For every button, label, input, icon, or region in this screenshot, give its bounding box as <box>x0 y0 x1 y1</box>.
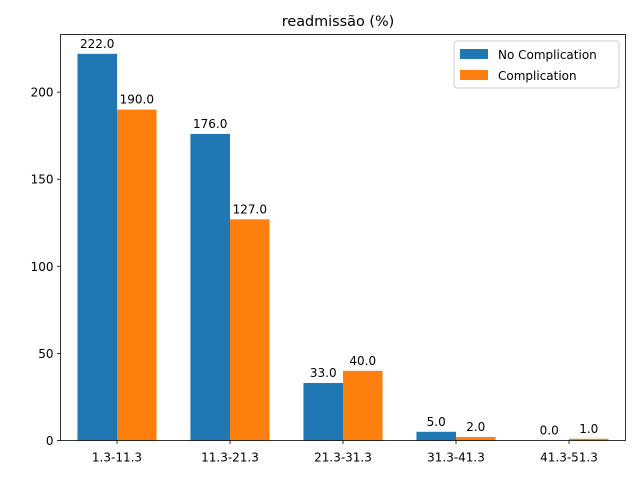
bar-value-label: 127.0 <box>233 202 267 216</box>
y-tick-label: 200 <box>31 86 54 100</box>
legend-swatch <box>460 70 488 80</box>
legend-label: No Complication <box>498 48 597 62</box>
bar-value-label: 1.0 <box>579 422 598 436</box>
bar-complication-4 <box>569 438 609 441</box>
bar-no-complication-2 <box>303 383 343 441</box>
chart-title: readmissão (%) <box>282 14 395 30</box>
x-tick-label: 11.3-21.3 <box>201 451 259 465</box>
bar-no-complication-0 <box>77 53 117 441</box>
bar-value-label: 40.0 <box>349 354 376 368</box>
bar-complication-3 <box>456 437 496 441</box>
legend: No Complication Complication <box>453 40 620 89</box>
bar-value-label: 2.0 <box>466 420 485 434</box>
bar-value-label: 176.0 <box>193 117 227 131</box>
legend-label: Complication <box>498 69 577 83</box>
bars-group <box>77 53 609 441</box>
bar-no-complication-3 <box>416 431 456 441</box>
x-tick-label: 1.3-11.3 <box>92 451 142 465</box>
bar-value-label: 222.0 <box>80 37 114 51</box>
x-tick-label: 31.3-41.3 <box>427 451 485 465</box>
legend-swatch <box>460 49 488 59</box>
y-tick-label: 100 <box>31 260 54 274</box>
y-tick-label: 150 <box>31 173 54 187</box>
legend-box <box>453 40 620 89</box>
bar-value-label: 0.0 <box>540 424 559 438</box>
bar-no-complication-1 <box>190 133 230 441</box>
x-tick-label: 41.3-51.3 <box>540 451 598 465</box>
y-tick-label: 50 <box>38 347 53 361</box>
bar-labels-group: 222.0 176.0 33.0 5.0 0.0 190.0 127.0 40.0 2.0 1.0 <box>80 37 598 438</box>
bar-value-label: 33.0 <box>310 366 337 380</box>
bar-complication-1 <box>230 219 270 441</box>
bar-value-label: 190.0 <box>120 93 154 107</box>
bar-complication-2 <box>343 370 383 441</box>
x-tick-label: 21.3-31.3 <box>314 451 372 465</box>
bar-complication-0 <box>117 109 157 441</box>
y-tick-label: 0 <box>46 434 54 448</box>
x-axis: 1.3-11.3 11.3-21.3 21.3-31.3 31.3-41.3 41.3-… <box>92 440 598 465</box>
bar-value-label: 5.0 <box>427 415 446 429</box>
plot-frame <box>60 34 626 441</box>
y-axis: 0 50 100 150 200 <box>31 86 61 448</box>
